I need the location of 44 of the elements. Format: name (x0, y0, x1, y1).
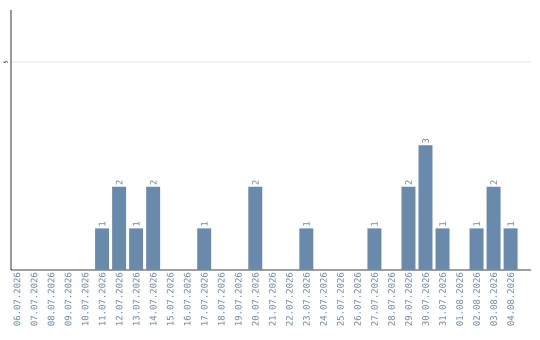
data-label: 2 (150, 180, 156, 184)
x-tick-label: 10.07.2026 (82, 272, 88, 326)
x-tick-label: 18.07.2026 (218, 272, 225, 326)
x-tick-label: 19.07.2026 (234, 272, 242, 326)
x-tick-label: 23.07.2026 (302, 272, 310, 326)
x-tick-label: 07.07.2026 (30, 272, 38, 326)
x-tick-label: 25.07.2026 (336, 272, 344, 326)
data-label: 1 (132, 222, 140, 226)
x-tick-label: 04.08.2026 (507, 272, 514, 326)
data-label: 2 (252, 180, 259, 184)
x-tick-label: 01.08.2026 (456, 272, 463, 326)
x-tick-label: 31.07.2026 (439, 272, 446, 326)
data-label: 1 (507, 222, 514, 226)
data-label: 2 (405, 180, 412, 184)
x-tick-label: 09.07.2026 (64, 272, 72, 326)
x-tick-label: 14.07.2026 (150, 272, 157, 326)
x-tick-label: 03.08.2026 (490, 272, 497, 326)
x-tick-label: 08.07.2026 (48, 272, 54, 326)
data-label: 1 (98, 222, 106, 226)
x-tick-label: 22.07.2026 (286, 272, 293, 326)
x-tick-label: 20.07.2026 (252, 272, 259, 326)
x-tick-label: 12.07.2026 (116, 272, 122, 326)
x-tick-label: 06.07.2026 (14, 272, 20, 326)
x-tick-label: 27.07.2026 (371, 272, 378, 326)
data-label: 1 (439, 222, 446, 226)
x-tick-label: 02.08.2026 (473, 272, 480, 326)
data-label: 2 (116, 180, 122, 184)
data-label: 2 (490, 180, 497, 184)
data-label: 1 (303, 222, 310, 226)
data-label: 3 (422, 138, 429, 143)
x-tick-label: 24.07.2026 (320, 272, 327, 326)
x-tick-label: 28.07.2026 (388, 272, 395, 326)
x-tick-label: 13.07.2026 (132, 272, 140, 326)
x-tick-label: 21.07.2026 (268, 272, 276, 326)
x-tick-label: 29.07.2026 (405, 272, 412, 326)
x-tick-label: 30.07.2026 (422, 272, 429, 326)
data-label: 1 (473, 222, 480, 226)
data-label: 1 (371, 222, 378, 226)
x-tick-label: 16.07.2026 (184, 272, 191, 326)
x-tick-label: 17.07.2026 (200, 272, 208, 326)
x-tick-label: 11.07.2026 (98, 272, 106, 326)
x-tick-label: 15.07.2026 (166, 272, 174, 326)
x-tick-label: 26.07.2026 (354, 272, 361, 326)
data-label: 1 (200, 222, 208, 226)
